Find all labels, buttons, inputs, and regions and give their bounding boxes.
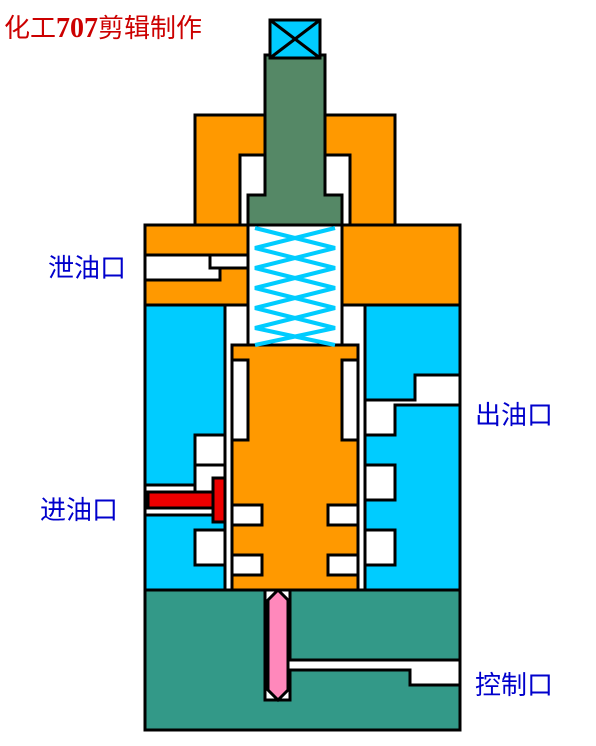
valve-diagram — [0, 0, 596, 746]
title-suffix: 剪辑制作 — [98, 14, 202, 43]
screw-head — [270, 20, 320, 58]
title-number: 707 — [56, 13, 98, 44]
label-inlet: 进油口 — [40, 490, 118, 527]
control-rod — [268, 590, 288, 700]
label-drain: 泄油口 — [48, 248, 126, 285]
title: 化工707剪辑制作 — [4, 8, 202, 45]
label-outlet: 出油口 — [475, 395, 553, 432]
title-prefix: 化工 — [4, 14, 56, 43]
label-control: 控制口 — [475, 665, 553, 702]
